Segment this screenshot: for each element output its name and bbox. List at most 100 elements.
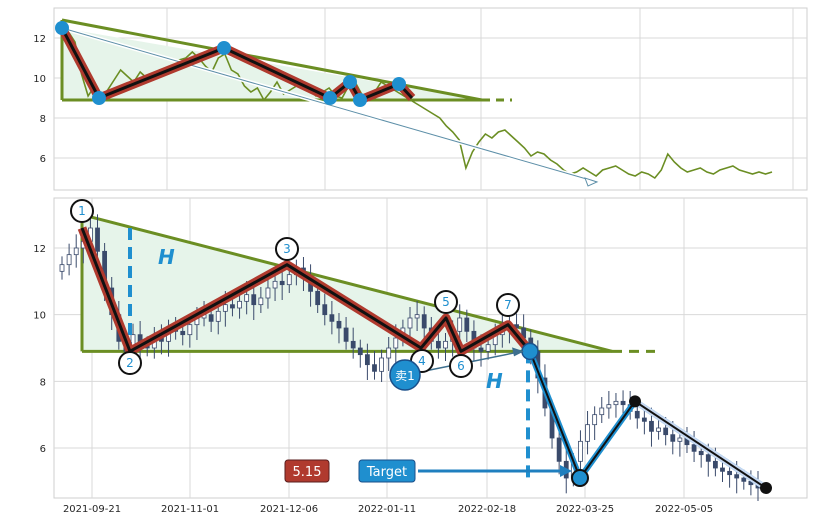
candle-body [215,310,221,322]
candle-body [343,327,349,342]
target-value-text: 5.15 [293,465,322,480]
top-zigzag-inner [60,27,414,102]
pivot-label-text: 2 [126,356,134,370]
top-arrow-head [584,177,599,187]
pivot-label-text: 3 [283,242,291,256]
target-label: Target [366,465,407,480]
candle-body [620,400,626,406]
candle-body [59,264,65,272]
top-pivot-point [353,93,367,107]
candle-body [556,437,562,462]
top-triangle-fill [62,28,482,100]
bottom-x-tick-label: 2021-09-21 [63,504,121,515]
h-label-right: H [486,369,503,393]
candle-body [407,317,413,329]
candle-body [230,304,235,309]
candle-body [258,297,264,306]
bottom-y-tick-label: 8 [40,377,46,388]
candle-body [66,254,72,266]
candle-body [670,434,676,442]
target-point [571,469,589,487]
candle-body [180,330,186,336]
target-value-bg [284,459,330,483]
bottom-x-ticks: 2021-09-21 2021-11-01 2021-12-06 2022-01-11… [63,504,713,515]
candle-body [414,314,420,319]
top-y-tick-label: 10 [33,74,46,85]
candle-body [734,474,740,479]
candle-body [464,317,470,332]
candle-body [599,407,605,416]
candle-body [641,417,647,422]
candle-body [649,420,654,432]
candle-body [663,427,669,436]
top-panel: 6 8 10 12 [33,7,808,191]
end-point [760,482,772,494]
candle-body [251,294,257,306]
candle-body [691,444,697,452]
pivot-label-text: 1 [78,204,86,218]
top-y-tick-label: 12 [33,34,46,45]
top-y-tick-label: 8 [40,114,46,125]
candle-body [613,400,619,406]
projection-light-inner [634,400,767,489]
candle-body [364,354,370,366]
top-y-ticks: 6 8 10 12 [33,34,46,165]
sell-marker: 卖1 [389,359,421,391]
bottom-y-tick-label: 10 [33,311,46,322]
top-arrow-line [61,27,598,183]
bottom-content: 1 2 3 4 5 6 7 [59,199,772,501]
candle-body [485,344,491,352]
candle-body [244,294,250,302]
top-pivot-point [343,75,357,89]
candle-body [73,247,79,256]
pivot-label-text: 6 [457,359,465,373]
candle-body [436,340,441,349]
candle-body [336,320,342,329]
candle-body [322,304,328,316]
candle-body [279,280,285,286]
top-y-tick-label: 6 [40,154,46,165]
top-pivot-point [55,21,69,35]
candle-body [421,314,427,329]
bottom-x-tick-label: 2021-11-01 [161,504,219,515]
candle-body [372,364,377,372]
pivot-label-text: 7 [504,298,512,312]
pivot-label-circle [275,237,299,261]
candle-body [720,467,725,472]
pivot-label-text: 5 [442,295,450,309]
top-pivot-point [392,77,406,91]
candle-body [237,300,242,309]
candle-body [698,450,704,456]
candle-body [357,347,363,356]
candle-body [187,324,193,336]
bottom-y-ticks: 6 8 10 12 [33,244,46,455]
candle-body [634,410,640,419]
candle-body [585,424,590,442]
pivot-label-circle [496,293,520,317]
candle-body [208,314,214,322]
bottom-y-tick-label: 12 [33,244,46,255]
candle-body [379,357,384,372]
candle-body [727,470,732,476]
h-label-left: H [158,245,175,269]
top-pivot-point [217,41,231,55]
candle-body [478,347,484,352]
sell-circle [389,359,421,391]
candle-body [741,477,747,482]
target-box: Target [358,459,416,483]
candle-body [592,414,598,426]
candle-body [712,460,718,469]
bottom-y-tick-label: 6 [40,444,46,455]
bottom-x-tick-label: 2022-03-25 [556,504,614,515]
bottom-x-tick-label: 2022-02-18 [458,504,516,515]
candle-body [286,274,292,286]
candle-body [457,317,463,332]
candle-body [578,440,583,462]
pivot-label-circle [449,354,473,378]
breakout-point [521,342,539,361]
candle-body [705,454,711,462]
top-pivot-point [323,91,337,105]
target-bg [358,459,416,483]
